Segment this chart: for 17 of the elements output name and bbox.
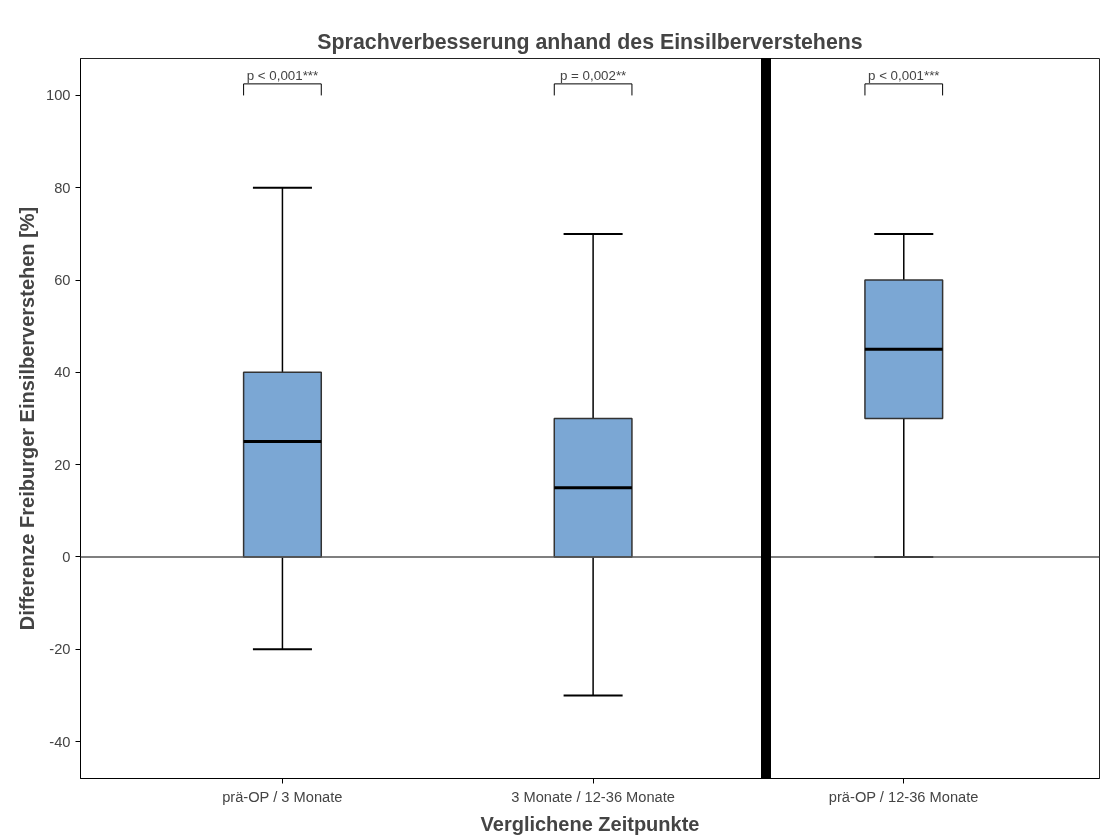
y-tick-label: 80: [54, 179, 71, 196]
x-tick-label: 3 Monate / 12-36 Monate: [511, 788, 675, 805]
y-tick-label: -20: [49, 641, 71, 658]
y-tick-label: 20: [54, 456, 71, 473]
y-tick-label: 60: [54, 272, 71, 289]
y-tick-label: 100: [46, 87, 71, 104]
chart-title: Sprachverbesserung anhand des Einsilberverstehens: [317, 29, 863, 54]
annotation: p < 0,001***: [868, 67, 940, 83]
y-axis-title: Differenze Freiburger Einsilberverstehen [%]: [16, 206, 39, 631]
x-tick-label: prä-OP / 12-36 Monate: [828, 788, 979, 805]
x-axis-title: Verglichene Zeitpunkte: [480, 812, 700, 835]
x-tick-label: prä-OP / 3 Monate: [222, 788, 343, 805]
annotation: p = 0,002**: [559, 67, 627, 83]
annotation: p < 0,001***: [246, 67, 319, 83]
y-tick-label: -40: [49, 733, 71, 750]
y-tick-label: 40: [54, 364, 71, 381]
y-tick-label: 0: [62, 548, 71, 565]
